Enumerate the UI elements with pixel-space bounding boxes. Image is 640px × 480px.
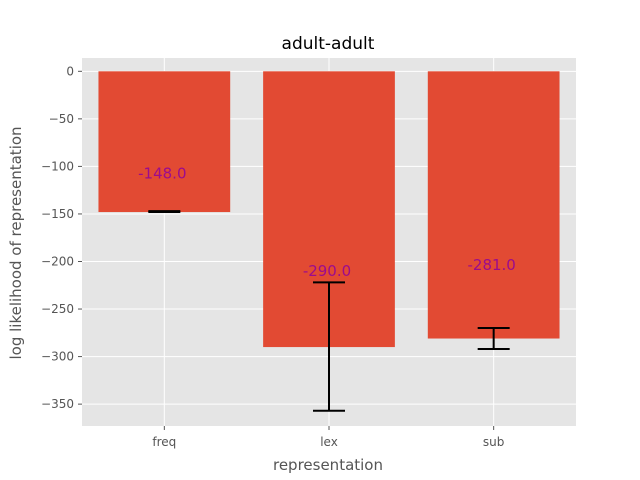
y-tick-label: −250 [41,302,74,316]
x-tick-label-sub: sub [483,435,504,449]
x-tick-label-lex: lex [320,435,338,449]
data-label-sub: -281.0 [467,256,515,274]
y-tick-label: −150 [41,207,74,221]
y-tick-label: −350 [41,397,74,411]
data-labels: -148.0 -290.0 -281.0 [138,164,516,280]
y-axis-ticks: 0 −50 −100 −150 −200 −250 −300 −350 [41,64,82,411]
error-bar-sub [477,327,510,350]
error-bar-freq [148,210,181,214]
x-axis-label: representation [273,456,383,474]
y-tick-label: −200 [41,254,74,268]
error-bars [148,210,510,412]
bar-sub [427,71,560,339]
bar-freq [98,71,231,213]
y-axis-label: log likelihood of representation [7,126,25,359]
y-tick-label: −300 [41,350,74,364]
y-tick-label: −50 [49,112,74,126]
data-label-freq: -148.0 [138,164,186,182]
error-bar-lex [313,281,345,412]
data-label-lex: -290.0 [303,262,351,280]
y-tick-label: 0 [66,64,74,78]
y-tick-label: −100 [41,159,74,173]
x-tick-label-freq: freq [152,435,176,449]
x-axis-ticks: freq lex sub [152,426,504,449]
chart-title: adult-adult [282,34,375,54]
